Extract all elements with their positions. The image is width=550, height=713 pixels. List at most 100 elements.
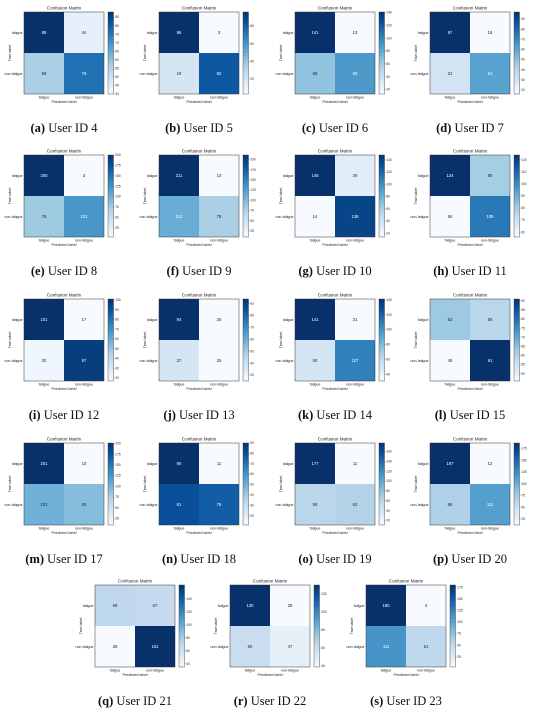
colorbar-segment bbox=[243, 230, 249, 234]
colorbar-segment bbox=[379, 83, 385, 88]
colorbar-tick-label: 100 bbox=[521, 482, 527, 486]
colorbar-segment bbox=[108, 336, 114, 341]
colorbar-tick-label: 120 bbox=[386, 170, 392, 174]
chart-title: Confusion Matrix bbox=[118, 579, 153, 584]
matrix-cell bbox=[430, 484, 470, 525]
matrix-cell bbox=[64, 196, 104, 237]
colorbar-segment bbox=[379, 497, 385, 502]
panel-caption: (r) User ID 22 bbox=[234, 694, 307, 708]
colorbar-tick-label: 125 bbox=[115, 474, 121, 478]
colorbar-segment bbox=[514, 514, 520, 519]
cell-value-label: 56 bbox=[42, 71, 47, 76]
y-tick-label: non-fatigue bbox=[5, 72, 23, 76]
colorbar-segment bbox=[108, 466, 114, 471]
colorbar-tick-label: 100 bbox=[321, 610, 327, 614]
colorbar-segment bbox=[243, 76, 249, 81]
colorbar-segment bbox=[179, 622, 185, 627]
panel-caption: (b) User ID 5 bbox=[165, 121, 233, 135]
x-tick-label: non-fatigue bbox=[281, 669, 299, 673]
colorbar-segment bbox=[314, 626, 320, 630]
colorbar-segment bbox=[450, 632, 456, 637]
confusion-matrix-panel: Confusion Matrix 90 11 81 76 fatigue non-fatig… bbox=[140, 437, 255, 567]
colorbar-segment bbox=[243, 299, 249, 303]
colorbar-segment bbox=[108, 353, 114, 358]
colorbar-segment bbox=[243, 501, 249, 505]
cell-value-label: 25 bbox=[217, 358, 222, 363]
colorbar-tick-label: 50 bbox=[521, 58, 525, 62]
colorbar-segment bbox=[243, 192, 249, 197]
colorbar-segment bbox=[108, 172, 114, 176]
colorbar-segment bbox=[108, 25, 114, 30]
colorbar-segment bbox=[379, 363, 385, 368]
colorbar-segment bbox=[243, 216, 249, 221]
colorbar-segment bbox=[379, 514, 385, 519]
colorbar-tick-label: 70 bbox=[521, 335, 525, 339]
y-axis-label: True label bbox=[143, 475, 147, 492]
colorbar-segment bbox=[379, 487, 385, 492]
cell-value-label: 105 bbox=[487, 214, 495, 219]
matrix-cell bbox=[95, 585, 135, 626]
colorbar-segment bbox=[179, 643, 185, 647]
colorbar-segment bbox=[314, 612, 320, 617]
colorbar-segment bbox=[243, 514, 249, 519]
y-tick-label: fatigue bbox=[418, 462, 429, 466]
y-axis-label: True label bbox=[143, 187, 147, 204]
colorbar-segment bbox=[514, 22, 520, 26]
cell-value-label: 93 bbox=[82, 502, 87, 507]
colorbar-segment bbox=[243, 46, 249, 50]
matrix-cell bbox=[24, 53, 64, 94]
chart-title: Confusion Matrix bbox=[318, 6, 353, 11]
colorbar-segment bbox=[108, 87, 114, 91]
colorbar-segment bbox=[379, 53, 385, 57]
matrix-cell bbox=[335, 484, 375, 525]
colorbar-segment bbox=[514, 377, 520, 382]
x-axis-label: Predicted label bbox=[457, 243, 482, 247]
colorbar-segment bbox=[514, 305, 520, 310]
colorbar-segment bbox=[243, 39, 249, 44]
matrix-cell bbox=[335, 299, 375, 340]
colorbar-segment bbox=[450, 663, 456, 668]
colorbar-tick-label: 140 bbox=[386, 459, 392, 463]
x-axis-label: Predicted label bbox=[122, 673, 147, 677]
colorbar-tick-label: 75 bbox=[457, 632, 461, 636]
colorbar-segment bbox=[108, 168, 114, 173]
colorbar-tick-label: 40 bbox=[115, 92, 119, 96]
colorbar-segment bbox=[108, 158, 114, 163]
x-tick-label: non-fatigue bbox=[210, 239, 228, 243]
x-tick-label: non-fatigue bbox=[75, 239, 93, 243]
matrix-frame bbox=[229, 584, 311, 668]
colorbar-segment bbox=[379, 501, 385, 505]
colorbar-segment bbox=[243, 168, 249, 173]
matrix-cell bbox=[64, 53, 104, 94]
colorbar-tick-label: 50 bbox=[457, 643, 461, 647]
matrix-cell bbox=[335, 53, 375, 94]
colorbar-tick-label: 120 bbox=[521, 158, 527, 162]
colorbar-segment bbox=[514, 18, 520, 23]
colorbar-segment bbox=[514, 196, 520, 200]
colorbar-segment bbox=[379, 12, 385, 16]
colorbar-tick-label: 175 bbox=[115, 164, 121, 168]
colorbar-tick-label: 40 bbox=[186, 662, 190, 666]
panel-caption: (d) User ID 7 bbox=[436, 121, 504, 135]
y-tick-label: non-fatigue bbox=[276, 359, 294, 363]
colorbar-segment bbox=[450, 629, 456, 634]
colorbar-segment bbox=[108, 316, 114, 320]
matrix-frame bbox=[429, 11, 511, 95]
colorbar-segment bbox=[514, 168, 520, 173]
y-axis-label: True label bbox=[279, 475, 283, 492]
matrix-cell bbox=[335, 340, 375, 381]
chart-title: Confusion Matrix bbox=[47, 6, 82, 11]
cell-value-label: 47 bbox=[288, 644, 293, 649]
matrix-cell bbox=[135, 626, 175, 667]
colorbar-tick-label: 30 bbox=[521, 78, 525, 82]
colorbar-segment bbox=[243, 158, 249, 163]
x-tick-label: fatigue bbox=[310, 527, 321, 531]
colorbar-frame bbox=[378, 442, 385, 526]
panel-caption-tag: (l) bbox=[435, 408, 447, 422]
colorbar-tick-label: 75 bbox=[115, 32, 119, 36]
y-tick-label: fatigue bbox=[12, 31, 23, 35]
colorbar-segment bbox=[243, 73, 249, 78]
colorbar-segment bbox=[379, 39, 385, 44]
matrix-cell bbox=[24, 484, 64, 525]
colorbar-segment bbox=[108, 350, 114, 354]
